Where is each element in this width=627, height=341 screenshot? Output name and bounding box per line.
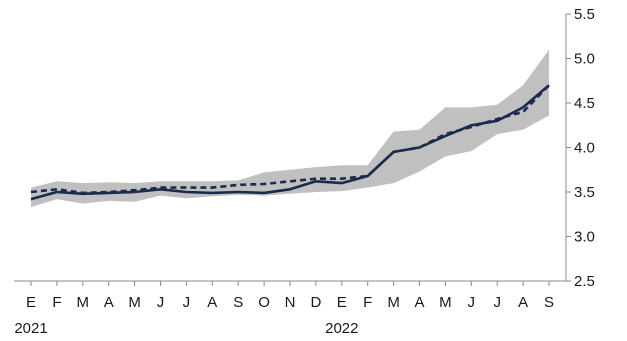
x-tick-label: D	[310, 294, 321, 311]
axes	[14, 13, 571, 286]
y-tick-label: 3.0	[574, 229, 595, 246]
x-tick-label: N	[285, 294, 296, 311]
x-tick-label: A	[414, 294, 424, 311]
x-tick-label: F	[363, 294, 372, 311]
year-label: 2022	[325, 320, 358, 337]
x-tick-label: M	[128, 294, 141, 311]
band-area	[31, 49, 549, 208]
x-tick-label: E	[26, 294, 36, 311]
y-tick-label: 4.5	[574, 95, 595, 112]
x-tick-label: S	[544, 294, 554, 311]
y-tick-label: 4.0	[574, 140, 595, 157]
x-tick-label: E	[337, 294, 347, 311]
x-tick-label: J	[493, 294, 501, 311]
year-label: 2021	[14, 320, 47, 337]
y-tick-label: 5.0	[574, 51, 595, 68]
x-tick-label: A	[207, 294, 217, 311]
x-tick-label: J	[468, 294, 476, 311]
x-tick-label: A	[518, 294, 528, 311]
uncertainty-band	[31, 49, 549, 208]
solid-series-line	[30, 84, 550, 201]
x-tick-label: O	[258, 294, 270, 311]
x-tick-label: S	[233, 294, 243, 311]
y-tick-label: 3.5	[574, 184, 595, 201]
x-tick-label: M	[439, 294, 452, 311]
y-tick-label: 2.5	[574, 273, 595, 290]
x-tick-label: A	[104, 294, 114, 311]
series-lines	[30, 84, 550, 201]
x-tick-label: M	[387, 294, 400, 311]
x-tick-label: J	[157, 294, 165, 311]
y-tick-label: 5.5	[574, 6, 595, 23]
x-tick-label: F	[52, 294, 61, 311]
x-tick-label: J	[183, 294, 191, 311]
x-tick-label: M	[77, 294, 90, 311]
tick-labels: 5.55.04.54.03.53.02.5E F M A M J J A S O N D E F M A M J J…	[14, 6, 595, 337]
